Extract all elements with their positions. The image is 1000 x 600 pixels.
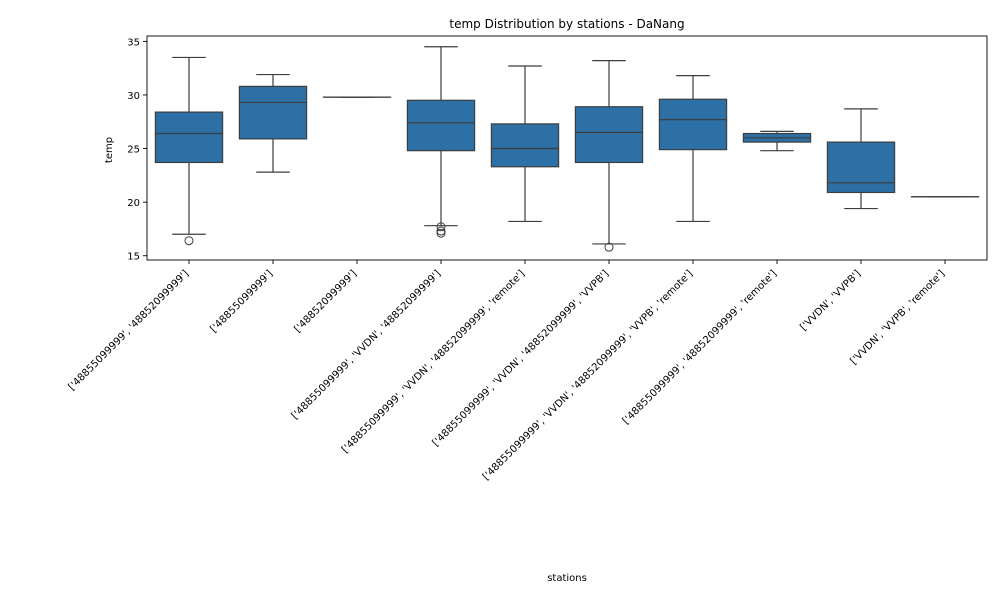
- chart-title: temp Distribution by stations - DaNang: [449, 17, 684, 31]
- x-axis-label: stations: [547, 573, 587, 584]
- y-tick-label: 20: [127, 198, 140, 209]
- outlier-point: [436, 222, 446, 232]
- x-tick-label: ['48855099999']: [208, 268, 275, 335]
- y-axis-label: temp: [104, 137, 115, 163]
- iqr-box: [238, 85, 308, 140]
- x-tick-label: ['48852099999']: [292, 268, 359, 335]
- x-tick-label: ['VVDN', 'VVPB']: [798, 268, 863, 333]
- iqr-box: [826, 141, 896, 194]
- x-tick-label: ['48855099999', '48852099999', 'remote']: [621, 268, 779, 426]
- outlier-point: [184, 236, 194, 246]
- outlier-point: [436, 228, 446, 238]
- x-tick-label: ['48855099999', 'VVDN', '48852099999', '…: [340, 268, 527, 455]
- x-tick-label: ['48855099999', 'VVDN', '48852099999', '…: [431, 268, 612, 449]
- y-tick-label: 25: [127, 145, 140, 156]
- plot-area: 15 20 25 30 35 ['48855099999', '48852099999']…: [67, 35, 988, 483]
- iqr-box: [406, 99, 476, 152]
- x-tick-label: ['VVDN', 'VVPB', 'remote']: [849, 268, 948, 367]
- plot-frame: [146, 35, 988, 261]
- y-tick-label: 15: [127, 252, 140, 263]
- iqr-box: [658, 98, 728, 151]
- outlier-point: [436, 226, 446, 236]
- iqr-box: [490, 123, 560, 168]
- iqr-box: [154, 111, 224, 164]
- iqr-box: [574, 106, 644, 164]
- outlier-point: [604, 242, 614, 252]
- x-tick-label: ['48855099999', 'VVDN', '48852099999']: [290, 268, 443, 421]
- x-tick-label: ['48855099999', '48852099999']: [67, 268, 192, 393]
- y-tick-label: 30: [127, 91, 140, 102]
- y-tick-label: 35: [127, 37, 140, 48]
